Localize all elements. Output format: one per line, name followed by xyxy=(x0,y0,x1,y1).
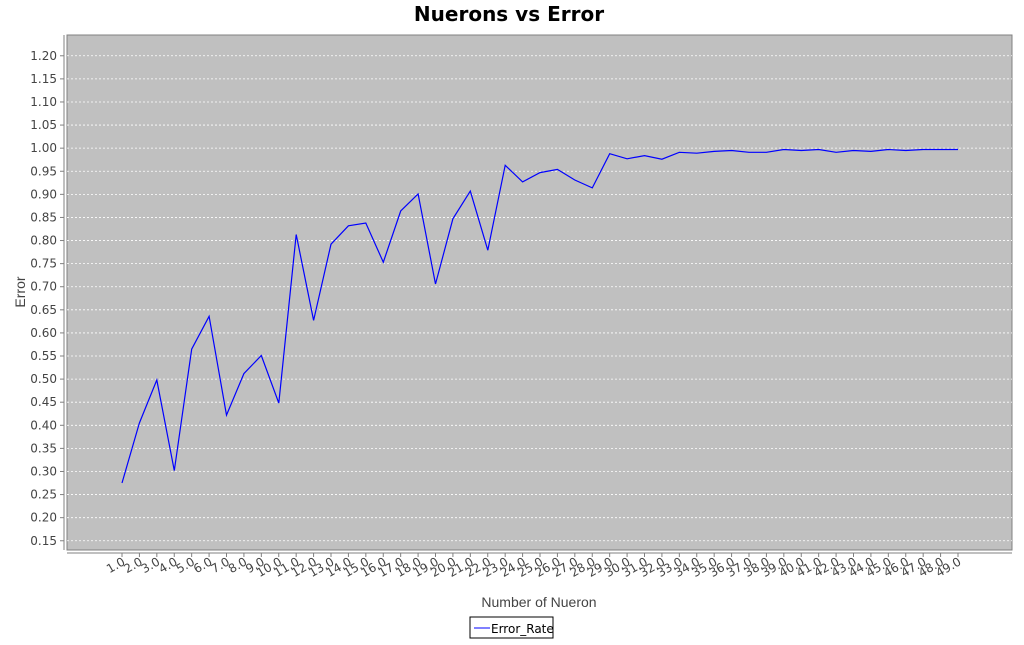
y-tick-label: 0.70 xyxy=(30,280,57,294)
data-point xyxy=(712,149,716,153)
data-point xyxy=(312,318,316,322)
data-point xyxy=(225,413,229,417)
y-axis-label: Error xyxy=(12,276,28,307)
y-tick-label: 0.55 xyxy=(30,349,57,363)
data-point xyxy=(921,148,925,152)
y-tick-label: 0.25 xyxy=(30,488,57,502)
data-point xyxy=(468,189,472,193)
data-point xyxy=(555,167,559,171)
y-tick-label: 1.15 xyxy=(30,72,57,86)
y-tick-label: 0.50 xyxy=(30,372,57,386)
data-point xyxy=(277,401,281,405)
data-point xyxy=(886,148,890,152)
data-point xyxy=(939,148,943,152)
y-tick-label: 0.15 xyxy=(30,534,57,548)
data-point xyxy=(869,149,873,153)
data-point xyxy=(782,148,786,152)
y-axis-ticks: 0.15 0.20 0.25 0.30 0.35 0.40 0.45 0.50 0.55 0.60… xyxy=(30,49,64,548)
data-point xyxy=(538,171,542,175)
y-tick-label: 1.00 xyxy=(30,141,57,155)
data-point xyxy=(817,148,821,152)
data-point xyxy=(625,157,629,161)
data-point xyxy=(190,347,194,351)
x-axis-ticks: 1.02.03.04.05.06.07.08.09.010.011.012.01… xyxy=(104,553,964,580)
y-tick-label: 0.65 xyxy=(30,303,57,317)
data-point xyxy=(329,242,333,246)
data-point xyxy=(346,224,350,228)
y-tick-label: 1.05 xyxy=(30,118,57,132)
data-point xyxy=(764,150,768,154)
y-tick-label: 0.30 xyxy=(30,464,57,478)
data-point xyxy=(747,150,751,154)
y-tick-label: 0.80 xyxy=(30,234,57,248)
y-tick-label: 0.20 xyxy=(30,511,57,525)
x-axis-label: Number of Nueron xyxy=(481,594,596,610)
data-point xyxy=(730,148,734,152)
gridlines xyxy=(67,55,1012,542)
series-layer xyxy=(120,148,960,485)
data-point xyxy=(399,209,403,213)
chart-title: Nuerons vs Error xyxy=(414,2,604,26)
data-point xyxy=(660,157,664,161)
legend-box xyxy=(469,616,554,639)
y-tick-label: 1.20 xyxy=(30,49,57,63)
data-point xyxy=(904,148,908,152)
y-tick-label: 0.40 xyxy=(30,418,57,432)
y-tick-label: 1.10 xyxy=(30,95,57,109)
y-tick-label: 0.45 xyxy=(30,395,57,409)
plot-area xyxy=(66,34,1013,551)
data-point xyxy=(364,221,368,225)
y-tick-label: 0.95 xyxy=(30,164,57,178)
data-point xyxy=(503,163,507,167)
data-point xyxy=(799,148,803,152)
data-point xyxy=(137,421,141,425)
data-point xyxy=(695,151,699,155)
data-point xyxy=(172,469,176,473)
data-point xyxy=(852,148,856,152)
y-tick-label: 0.85 xyxy=(30,210,57,224)
data-point xyxy=(451,217,455,221)
y-tick-label: 0.90 xyxy=(30,187,57,201)
y-tick-label: 0.60 xyxy=(30,326,57,340)
series-line-error-rate xyxy=(121,148,958,484)
data-point xyxy=(834,150,838,154)
data-point xyxy=(155,378,159,382)
data-point xyxy=(434,282,438,286)
y-tick-label: 0.35 xyxy=(30,441,57,455)
data-point xyxy=(590,186,594,190)
data-point xyxy=(207,314,211,318)
legend-label: Error_Rate xyxy=(491,622,554,636)
data-point xyxy=(573,178,577,182)
data-point xyxy=(521,180,525,184)
data-point xyxy=(677,150,681,154)
data-point xyxy=(486,248,490,252)
data-point xyxy=(259,354,263,358)
legend: Error_Rate xyxy=(469,616,554,639)
data-point xyxy=(416,192,420,196)
data-point xyxy=(120,481,124,485)
y-tick-label: 0.75 xyxy=(30,257,57,271)
data-point xyxy=(643,154,647,158)
data-point xyxy=(294,233,298,237)
data-point xyxy=(608,152,612,156)
data-point xyxy=(381,260,385,264)
data-point xyxy=(956,148,960,152)
data-point xyxy=(242,372,246,376)
